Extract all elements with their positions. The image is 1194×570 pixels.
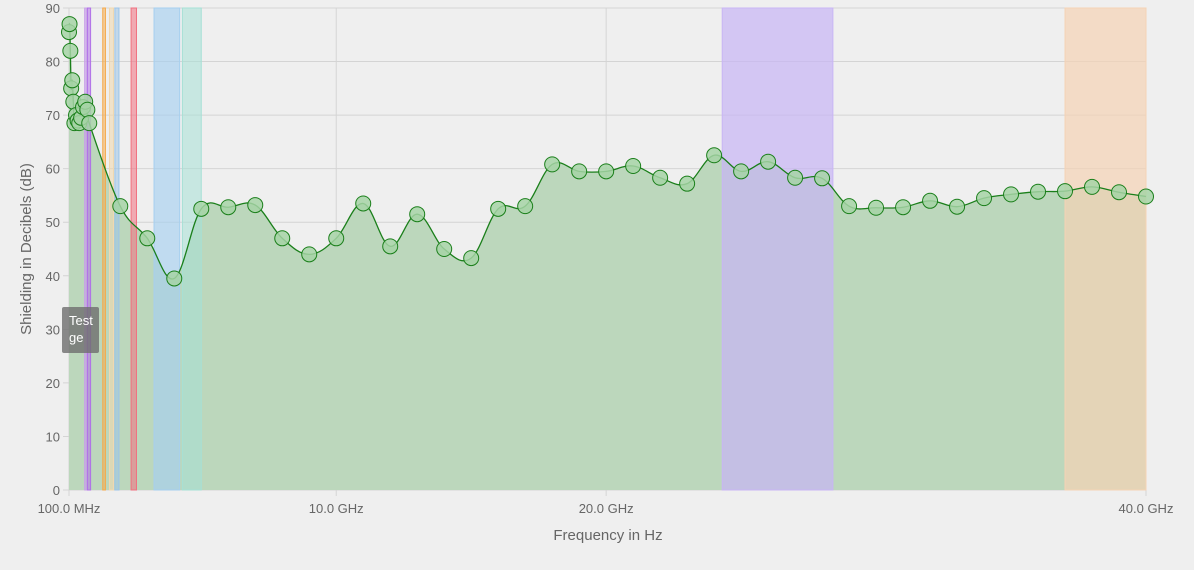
y-tick-label: 10 — [46, 429, 60, 444]
area-layer — [69, 23, 1146, 490]
x-axis-title: Frequency in Hz — [553, 527, 662, 544]
data-point — [61, 16, 78, 33]
data-point — [598, 163, 615, 180]
data-point — [949, 198, 966, 215]
data-point — [301, 246, 318, 263]
frequency-band — [130, 7, 137, 491]
data-point — [1138, 188, 1154, 205]
data-point — [490, 200, 507, 217]
data-point — [1003, 186, 1020, 203]
y-tick-label: 0 — [53, 483, 60, 498]
frequency-band — [102, 7, 106, 491]
data-point — [922, 192, 939, 209]
data-point — [274, 230, 291, 247]
y-tick-label: 80 — [46, 55, 60, 70]
frequency-band — [86, 7, 92, 491]
data-point — [409, 206, 426, 223]
frequency-band — [84, 7, 87, 491]
x-tick-label: 100.0 MHz — [38, 501, 101, 516]
data-point — [733, 163, 750, 180]
data-point — [625, 157, 642, 174]
frequency-band — [153, 7, 181, 491]
x-tick-label: 40.0 GHz — [1119, 501, 1174, 516]
data-point — [382, 238, 399, 255]
data-point — [760, 153, 777, 170]
data-point — [706, 147, 723, 164]
y-axis-title: Shielding in Decibels (dB) — [18, 163, 35, 335]
y-tick-label: 30 — [46, 322, 60, 337]
tooltip-line-1: Test — [69, 313, 93, 328]
data-point — [679, 175, 696, 192]
y-tick-label: 90 — [46, 1, 60, 16]
y-tick-label: 60 — [46, 162, 60, 177]
data-point — [517, 198, 534, 215]
x-tick-label: 20.0 GHz — [579, 501, 634, 516]
y-tick-label: 50 — [46, 215, 60, 230]
point-layer — [61, 16, 1154, 287]
frequency-band — [114, 7, 120, 491]
data-point — [544, 156, 561, 173]
data-point — [139, 230, 156, 247]
data-point — [1084, 178, 1101, 195]
data-point — [62, 42, 79, 59]
data-point — [1111, 184, 1128, 201]
y-tick-label: 20 — [46, 376, 60, 391]
data-point — [166, 270, 183, 287]
frequency-band — [108, 7, 115, 491]
frequency-band — [1064, 7, 1147, 491]
data-point — [112, 198, 129, 215]
data-point — [220, 199, 237, 216]
tooltip: Test ge — [62, 307, 99, 353]
x-tick-label: 10.0 GHz — [309, 501, 364, 516]
data-point — [814, 170, 831, 187]
tick-layer: 0 10 20 30 40 50 60 70 80 90 100.0 MHz 10.0 GHz 20.0… — [38, 1, 1174, 516]
data-point — [436, 241, 453, 257]
series-area — [69, 23, 1146, 490]
frequency-band — [181, 7, 202, 491]
data-point — [193, 200, 210, 217]
data-point — [787, 169, 804, 186]
data-point — [463, 250, 480, 267]
data-point — [355, 195, 372, 212]
data-point — [79, 101, 96, 118]
data-point — [841, 198, 858, 215]
data-point — [328, 230, 345, 247]
data-point — [652, 169, 669, 186]
data-point — [247, 197, 264, 214]
data-point — [1030, 183, 1047, 200]
tooltip-line-2: ge — [69, 330, 83, 345]
data-point — [868, 199, 885, 216]
tooltip-box — [62, 307, 99, 353]
data-point — [571, 163, 588, 180]
data-point — [976, 190, 993, 207]
data-point — [81, 115, 98, 132]
data-point — [895, 199, 912, 216]
frequency-band — [721, 7, 834, 491]
band-layer — [84, 7, 1147, 491]
data-point — [1057, 183, 1074, 200]
y-tick-label: 40 — [46, 269, 60, 284]
y-tick-label: 70 — [46, 108, 60, 123]
data-point — [64, 72, 81, 89]
